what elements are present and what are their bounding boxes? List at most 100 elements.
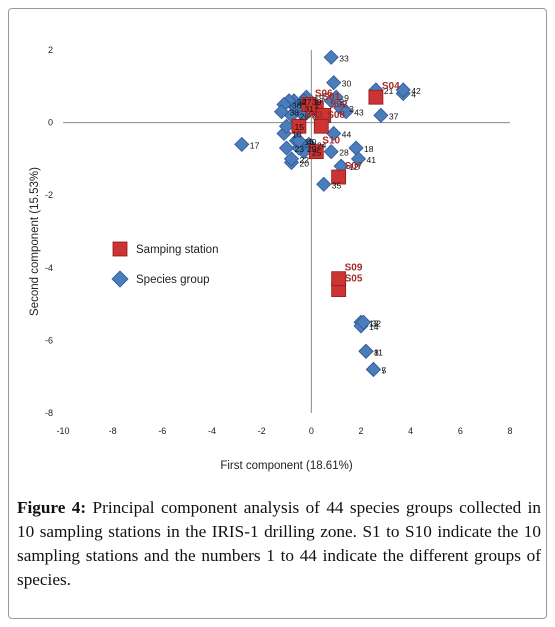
legend-station-label: Samping station: [136, 244, 218, 256]
species-label-39: 39: [312, 97, 322, 107]
x-tick-label: 6: [458, 426, 463, 436]
x-tick-label: -6: [158, 426, 166, 436]
species-label-28: 28: [339, 148, 349, 158]
caption-label: Figure 4:: [17, 498, 87, 517]
species-label-41: 41: [367, 155, 377, 165]
axes: -10 -8 -6 -4 -2 0 2 4 6 820-2-4-6-8: [45, 45, 513, 436]
station-label-S07: S07: [345, 161, 363, 172]
species-point-7: [365, 361, 381, 378]
species-label-13: 13: [369, 318, 379, 328]
y-tick-label: -4: [45, 263, 53, 273]
species-point-44: [326, 125, 342, 142]
station-point-S08: [313, 118, 329, 134]
y-tick-label: -2: [45, 190, 53, 200]
pca-scatter-chart: -10 -8 -6 -4 -2 0 2 4 6 820-2-4-6-8 1 234567891011…: [29, 45, 513, 472]
species-label-25: 25: [312, 148, 322, 158]
station-label-S06: S06: [315, 88, 333, 99]
caption-text: Principal component analysis of 44 speci…: [17, 498, 541, 589]
species-point-38: [273, 104, 290, 120]
y-axis-label: Second component (15.53%): [29, 167, 41, 316]
station-point-S09: [331, 271, 347, 287]
species-point-37: [373, 107, 389, 123]
species-label-22: 22: [299, 155, 309, 165]
species-point-9: [328, 89, 344, 105]
species-label-11: 11: [374, 347, 383, 357]
species-point-33: [323, 49, 339, 65]
species-point-30: [326, 75, 342, 91]
species-label-8: 8: [374, 347, 379, 357]
species-label-6: 6: [312, 111, 317, 121]
x-tick-label: -2: [258, 426, 266, 436]
species-label-7: 7: [381, 365, 386, 375]
station-label-S10: S10: [322, 136, 340, 147]
species-label-17: 17: [250, 140, 260, 150]
species-label-33: 33: [339, 53, 349, 63]
y-tick-label: 2: [48, 45, 53, 55]
station-label-S08: S08: [327, 110, 345, 121]
species-point-31: [288, 100, 304, 116]
species-label-10: 10: [292, 129, 302, 139]
species-point-28: [323, 144, 339, 160]
species-label-4: 4: [411, 90, 416, 100]
legend-species-label: Species group: [136, 274, 210, 286]
species-label-26: 26: [299, 111, 309, 121]
y-tick-label: -6: [45, 335, 53, 345]
species-label-18: 18: [364, 144, 374, 154]
species-label-44: 44: [342, 129, 352, 139]
x-axis-label: First component (18.61%): [220, 460, 352, 472]
species-label-36: 36: [292, 100, 302, 110]
sampling-station-points: [291, 89, 384, 297]
species-point-15: [278, 118, 295, 134]
species-label-9: 9: [344, 93, 349, 103]
legend: Samping station Species group: [111, 241, 218, 288]
species-label-15: 15: [295, 122, 305, 132]
station-label-S01: S01: [322, 92, 340, 103]
species-label-37: 37: [389, 111, 399, 121]
species-label-5: 5: [381, 365, 386, 375]
species-point-42: [395, 82, 411, 98]
x-tick-label: 4: [408, 426, 413, 436]
station-point-S10: [308, 144, 324, 160]
species-point-23: [278, 140, 295, 156]
species-label-19: 19: [314, 93, 324, 103]
y-tick-label: 0: [48, 118, 53, 128]
species-label-24: 24: [317, 140, 327, 150]
station-point-S04: [368, 89, 384, 105]
species-label-34: 34: [297, 97, 307, 107]
species-point-35: [316, 176, 332, 192]
species-point-41: [350, 151, 367, 167]
species-label-23: 23: [295, 144, 305, 154]
species-point-22: [283, 151, 300, 167]
species-label-35: 35: [332, 180, 342, 190]
station-label-S03: S03: [305, 110, 323, 121]
species-point-17: [234, 136, 250, 152]
species-label-27: 27: [302, 97, 312, 107]
species-label-40: 40: [307, 137, 317, 147]
species-label-21: 21: [384, 86, 394, 96]
species-label-14: 14: [369, 322, 379, 332]
y-tick-label: -8: [45, 408, 53, 418]
species-label-30: 30: [342, 79, 352, 89]
station-point-S03: [291, 118, 307, 134]
x-tick-label: -4: [208, 426, 216, 436]
species-label-42: 42: [411, 86, 421, 96]
figure-caption: Figure 4: Principal component analysis o…: [17, 496, 541, 592]
station-label-S09: S09: [345, 263, 363, 274]
station-point-S06: [301, 97, 317, 112]
x-tick-label: 0: [309, 426, 314, 436]
species-point-40: [291, 133, 307, 149]
species-label-32: 32: [371, 318, 381, 328]
station-label-S02: S02: [330, 99, 348, 110]
legend-species-marker: [111, 270, 129, 288]
species-label-16: 16: [304, 137, 314, 147]
x-tick-label: -8: [109, 426, 117, 436]
species-label-3: 3: [349, 104, 354, 114]
species-label-31: 31: [304, 104, 314, 114]
species-label-43: 43: [354, 108, 364, 118]
species-label-1: 1: [314, 100, 319, 110]
legend-station-marker: [112, 241, 128, 257]
x-tick-label: 8: [507, 426, 512, 436]
station-label-S05: S05: [345, 274, 363, 285]
species-label-2: 2: [339, 97, 344, 107]
